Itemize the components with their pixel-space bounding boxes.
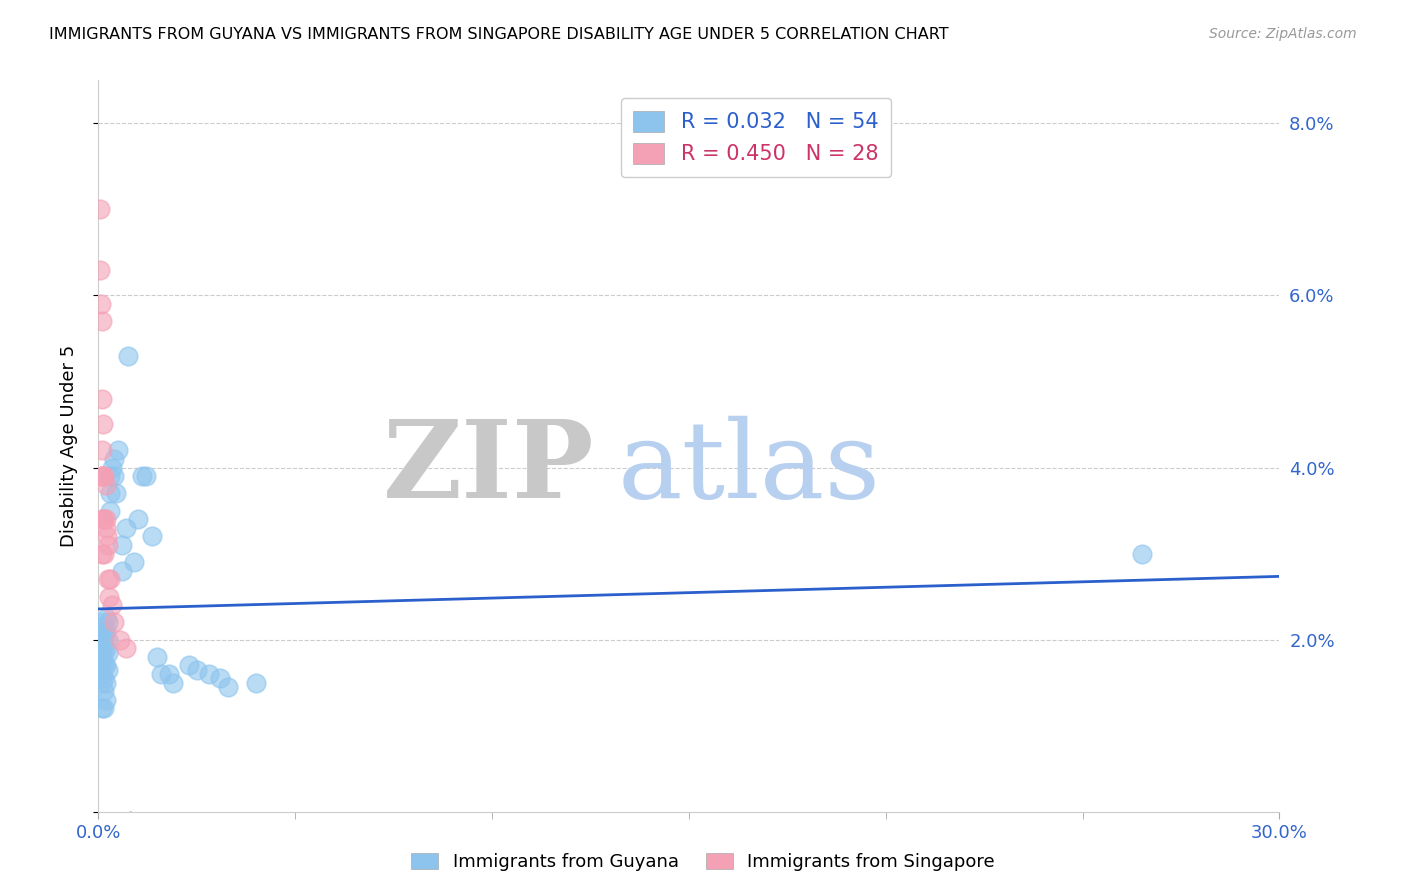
Point — [97, 663, 120, 677]
Point — [97, 615, 120, 630]
Point — [89, 202, 111, 217]
Point — [91, 469, 114, 483]
Point — [217, 680, 239, 694]
Point — [91, 620, 114, 634]
Point — [117, 349, 139, 363]
Point — [93, 469, 115, 483]
Text: atlas: atlas — [619, 416, 882, 521]
Point — [96, 611, 118, 625]
Point — [115, 641, 138, 656]
Point — [101, 598, 124, 612]
Point — [91, 615, 114, 630]
Point — [98, 590, 121, 604]
Point — [96, 675, 118, 690]
Point — [111, 564, 134, 578]
Point — [96, 693, 118, 707]
Point — [103, 469, 125, 483]
Point — [96, 641, 118, 656]
Point — [97, 573, 120, 587]
Point — [98, 503, 121, 517]
Point — [93, 632, 115, 647]
Point — [1130, 547, 1153, 561]
Point — [90, 512, 112, 526]
Point — [91, 667, 114, 681]
Point — [91, 654, 114, 668]
Point — [96, 477, 118, 491]
Point — [146, 649, 169, 664]
Point — [96, 529, 118, 543]
Point — [135, 469, 157, 483]
Legend: Immigrants from Guyana, Immigrants from Singapore: Immigrants from Guyana, Immigrants from … — [404, 846, 1002, 879]
Legend: R = 0.032   N = 54, R = 0.450   N = 28: R = 0.032 N = 54, R = 0.450 N = 28 — [620, 98, 891, 177]
Point — [93, 512, 115, 526]
Point — [91, 469, 114, 483]
Point — [122, 555, 145, 569]
Point — [107, 443, 129, 458]
Point — [111, 538, 134, 552]
Point — [91, 641, 114, 656]
Point — [108, 632, 131, 647]
Point — [90, 297, 112, 311]
Point — [93, 547, 115, 561]
Point — [90, 314, 112, 328]
Point — [91, 512, 114, 526]
Point — [103, 615, 125, 630]
Point — [89, 262, 111, 277]
Point — [96, 521, 118, 535]
Point — [94, 512, 117, 526]
Point — [245, 675, 267, 690]
Text: IMMIGRANTS FROM GUYANA VS IMMIGRANTS FROM SINGAPORE DISABILITY AGE UNDER 5 CORRE: IMMIGRANTS FROM GUYANA VS IMMIGRANTS FRO… — [49, 27, 949, 42]
Y-axis label: Disability Age Under 5: Disability Age Under 5 — [59, 345, 77, 547]
Point — [93, 701, 115, 715]
Point — [97, 646, 120, 660]
Point — [127, 512, 149, 526]
Point — [93, 684, 115, 698]
Point — [98, 573, 121, 587]
Point — [98, 486, 121, 500]
Point — [97, 632, 120, 647]
Point — [131, 469, 153, 483]
Point — [93, 646, 115, 660]
Point — [150, 667, 173, 681]
Point — [96, 624, 118, 638]
Point — [93, 624, 115, 638]
Point — [101, 460, 124, 475]
Point — [98, 469, 121, 483]
Point — [115, 521, 138, 535]
Point — [105, 486, 128, 500]
Point — [90, 547, 112, 561]
Point — [157, 667, 180, 681]
Point — [91, 675, 114, 690]
Point — [91, 417, 114, 432]
Point — [177, 658, 200, 673]
Point — [90, 649, 112, 664]
Point — [96, 658, 118, 673]
Point — [90, 469, 112, 483]
Text: Source: ZipAtlas.com: Source: ZipAtlas.com — [1209, 27, 1357, 41]
Point — [103, 451, 125, 466]
Point — [197, 667, 219, 681]
Point — [91, 443, 114, 458]
Point — [90, 701, 112, 715]
Point — [141, 529, 163, 543]
Point — [186, 663, 208, 677]
Point — [209, 671, 232, 685]
Point — [97, 538, 120, 552]
Point — [93, 671, 115, 685]
Point — [91, 632, 114, 647]
Point — [91, 392, 114, 406]
Text: ZIP: ZIP — [382, 415, 595, 521]
Point — [93, 658, 115, 673]
Point — [162, 675, 184, 690]
